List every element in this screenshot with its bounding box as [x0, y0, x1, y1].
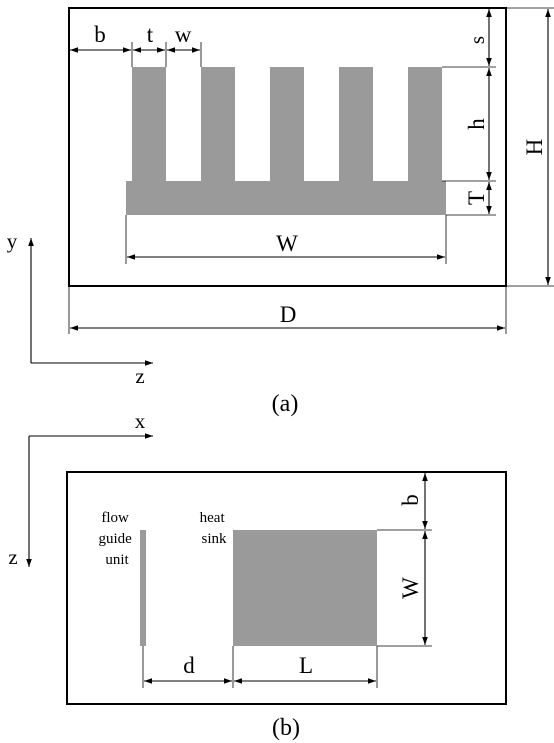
dimension-label-W: W [276, 231, 298, 256]
fin [201, 67, 235, 182]
dimension-label-L: L [299, 653, 313, 678]
flow-guide-label-line: guide [98, 531, 132, 547]
heat-sink-fins [132, 67, 442, 182]
domain-boundary-b [66, 471, 507, 705]
y-axis-label: y [7, 229, 18, 253]
heat-sink-label-line: heat [200, 510, 226, 526]
caption-b: (b) [272, 715, 300, 741]
dimension-label-h: h [464, 118, 489, 130]
heat-sink-top-view [233, 530, 377, 646]
z-axis-label: z [8, 545, 17, 569]
flow-guide-label-line: flow [101, 510, 129, 526]
dimension-label-W: W [398, 577, 423, 599]
dimension-label-b: b [94, 22, 106, 47]
fin [339, 67, 373, 182]
dimension-label-T: T [464, 191, 489, 205]
figure-a: b t w s h T H W D y z (a) [7, 7, 554, 417]
dimension-label-b: b [398, 494, 423, 506]
caption-a: (a) [272, 391, 299, 417]
dimension-label-D: D [280, 302, 297, 327]
dimension-label-s: s [465, 36, 489, 44]
dimension-label-d: d [183, 653, 195, 678]
heat-sink-label-line: sink [201, 531, 227, 547]
domain-boundary-a [68, 7, 507, 287]
fin [270, 67, 304, 182]
dimension-label-H: H [522, 139, 547, 156]
fin [408, 67, 442, 182]
x-axis-label: x [135, 409, 146, 433]
z-axis-label: z [135, 364, 144, 388]
dimension-label-w: w [175, 22, 192, 47]
flow-guide-label: flow guide unit [98, 510, 135, 568]
figure-b: flow guide unit heat sink b W d L x z (b… [8, 409, 507, 741]
flow-guide-label-line: unit [105, 552, 129, 568]
heat-sink-label: heat sink [200, 510, 229, 547]
fin [132, 67, 166, 182]
flow-guide-unit [140, 530, 146, 646]
heat-sink-base [126, 181, 446, 215]
dimension-label-t: t [147, 22, 154, 47]
